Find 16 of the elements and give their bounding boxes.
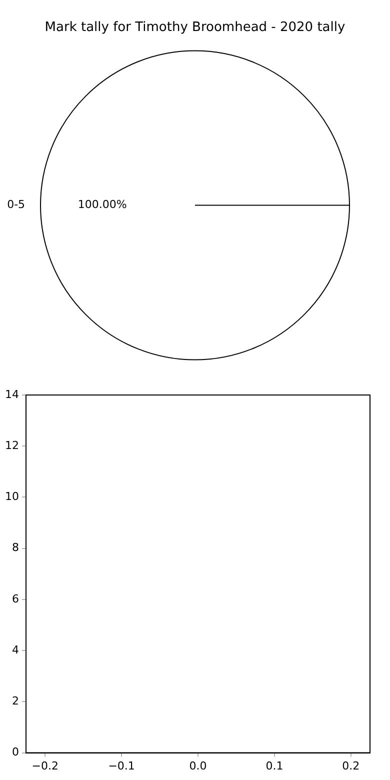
slice-label: 0-5 [7,198,26,212]
x-tick-label: −0.2 [32,759,58,772]
data-label: 100.00% [78,198,127,212]
y-tick-label: 14 [4,388,19,401]
y-tick-label: 10 [4,490,19,504]
y-tick-label: 8 [12,541,19,554]
y-tick-label: 12 [4,438,19,452]
x-tick-label: −0.1 [108,759,135,772]
y-tick-label: 2 [12,694,19,708]
x-tick-label: 0.0 [189,759,207,772]
y-tick-label: 4 [12,643,19,656]
x-tick-label: 0.1 [266,759,284,772]
y-tick-label: 0 [12,746,19,759]
y-tick-label: 6 [12,592,19,606]
chart-title: Mark tally for Timothy Broomhead - 2020 tally [44,20,346,36]
x-tick-label: 0.2 [342,759,360,772]
